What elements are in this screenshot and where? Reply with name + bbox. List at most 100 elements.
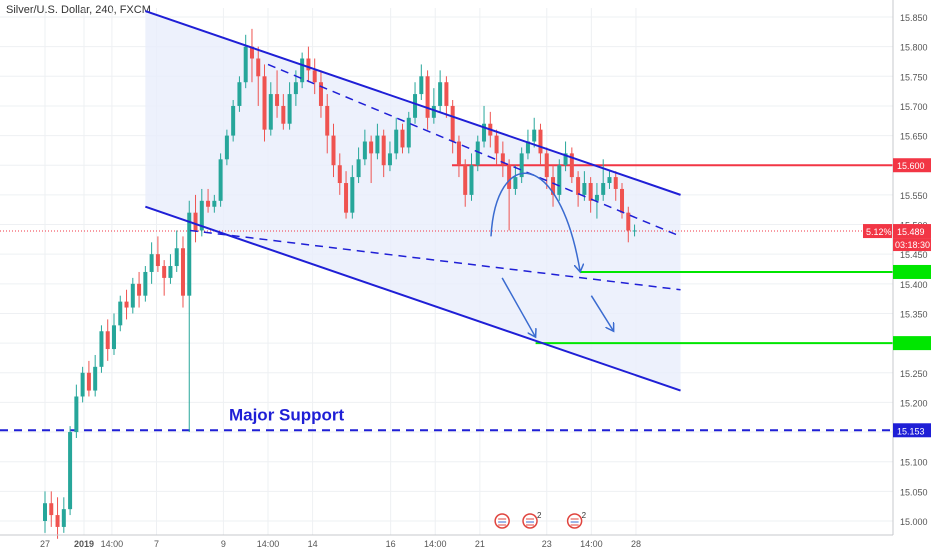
us-event-icon-2 <box>522 513 538 529</box>
candle-body <box>180 248 185 296</box>
candle-body <box>275 94 280 106</box>
x-tick-label: 2019 <box>74 539 94 549</box>
y-tick-label: 15.000 <box>900 517 928 527</box>
current-price-tag-label: 15.489 <box>897 227 925 237</box>
price-axis[interactable]: 15.850 15.800 15.750 15.700 15.650 15.600 15.5… <box>863 0 932 550</box>
channel-upper-line <box>145 10 681 196</box>
horizontal-levels <box>0 164 893 432</box>
countdown-label: 03:18:30 <box>895 240 930 250</box>
candle-body <box>337 165 342 184</box>
x-tick-label: 23 <box>542 539 552 549</box>
candle-body <box>387 153 392 166</box>
candle-body <box>86 372 91 391</box>
candle-body <box>206 200 211 207</box>
candle-body <box>49 503 54 516</box>
channel-fill <box>145 11 681 391</box>
candle-body <box>438 82 443 106</box>
candle-body <box>369 141 374 154</box>
candle-body <box>149 254 154 272</box>
candle-body <box>80 372 85 397</box>
us-event-icon-3 <box>566 513 583 529</box>
candle-body <box>74 396 79 433</box>
candle-body <box>268 94 273 130</box>
candle-body <box>482 123 487 142</box>
us-event-icon-1 <box>494 513 510 529</box>
candle-body <box>588 183 593 201</box>
x-tick-label: 14:00 <box>101 539 124 549</box>
major-support-text: Major Support <box>229 405 345 424</box>
projection-arrows <box>490 172 614 337</box>
y-tick-label: 15.800 <box>900 43 928 53</box>
candle-body <box>224 135 229 160</box>
x-tick-label: 14:00 <box>580 539 603 549</box>
candle-body <box>168 266 173 278</box>
candle-body <box>293 82 298 95</box>
candle-body <box>212 200 217 207</box>
candle-body <box>287 94 292 124</box>
target-1-tag <box>893 264 931 279</box>
candle-body <box>237 82 242 106</box>
candle-body <box>99 331 104 367</box>
chart-title: Silver/U.S. Dollar, 240, FXCM <box>6 4 151 16</box>
y-tick-label: 15.400 <box>900 280 928 290</box>
candle-body <box>444 82 449 106</box>
candle-body <box>143 271 148 296</box>
candle-body <box>356 159 361 178</box>
candle-body <box>331 135 336 166</box>
candle-body <box>557 165 562 195</box>
candle-body <box>155 254 160 267</box>
candle-body <box>306 58 311 71</box>
inner-lower-dashed-line <box>189 229 681 291</box>
candle-body <box>463 165 468 195</box>
candle-body <box>607 177 612 184</box>
candle-body <box>256 58 261 77</box>
candle-body <box>576 177 581 195</box>
candle-body <box>218 159 223 201</box>
candle-body <box>68 432 73 510</box>
price-change-pill <box>863 224 892 239</box>
y-tick-label: 15.450 <box>900 250 928 260</box>
candle-body <box>450 105 455 142</box>
candle-body <box>381 135 386 166</box>
time-axis[interactable]: 27 2019 14:00 7 9 14:00 14 16 14:00 21 23 14:00 28 <box>0 534 893 549</box>
trend-lines <box>145 10 681 392</box>
y-tick-label: 15.100 <box>900 458 928 468</box>
candle-body <box>525 141 530 154</box>
candle-body <box>494 135 499 154</box>
candle-body <box>43 503 47 521</box>
candle-body <box>162 266 167 278</box>
x-tick-label: 28 <box>631 539 641 549</box>
y-tick-label: 15.750 <box>900 72 928 82</box>
us-event-icon-2-badge: 2 <box>537 511 542 520</box>
us-event-icon-3-badge: 2 <box>582 511 587 520</box>
candle-body <box>544 153 549 178</box>
candle-body <box>249 46 254 59</box>
candle-body <box>469 165 474 195</box>
candle-body <box>105 331 110 350</box>
candle-body <box>318 82 323 106</box>
candle-body <box>111 325 116 350</box>
candle-body <box>601 183 606 195</box>
arc-arrow <box>490 172 580 272</box>
candle-body <box>456 141 461 166</box>
major-support-annotation: Major Support <box>229 405 345 424</box>
candle-body <box>538 129 543 154</box>
candle-body <box>344 183 349 213</box>
resistance-15600-tag-label: 15.600 <box>897 161 925 171</box>
drop-arrow-2 <box>590 295 613 332</box>
candle-body <box>61 509 66 527</box>
x-tick-label: 9 <box>221 539 226 549</box>
candle-body <box>513 177 518 189</box>
current-price-tag <box>893 224 931 239</box>
candle-body <box>532 129 537 142</box>
candle-body <box>362 141 367 160</box>
y-tick-label: 15.650 <box>900 132 928 142</box>
candle-body <box>187 212 192 296</box>
candle-body <box>137 283 142 296</box>
x-tick-label: 7 <box>154 539 159 549</box>
x-tick-label: 14:00 <box>257 539 280 549</box>
candle-body <box>193 212 198 231</box>
candle-body <box>519 153 524 178</box>
